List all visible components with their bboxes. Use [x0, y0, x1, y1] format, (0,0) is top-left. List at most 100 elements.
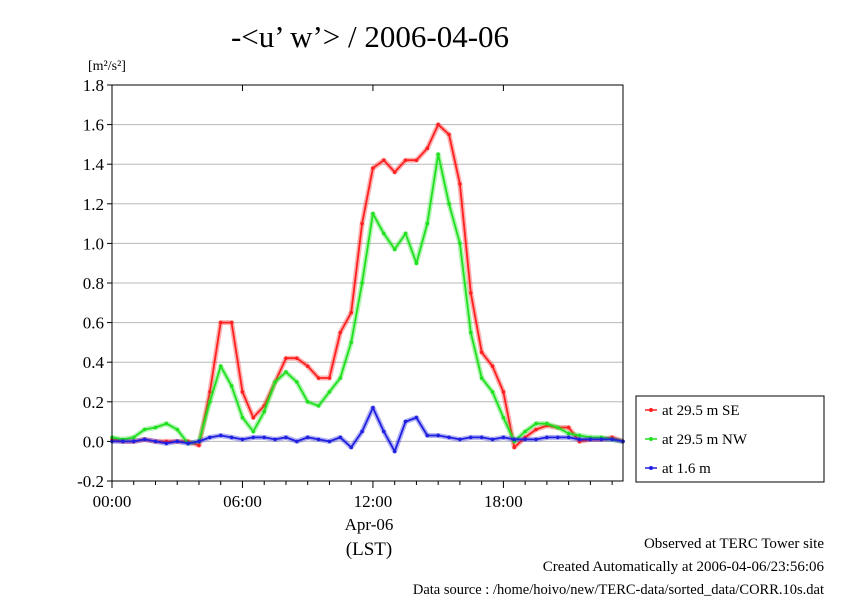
- data-point: [414, 158, 419, 163]
- data-point: [186, 441, 190, 446]
- data-point: [295, 439, 299, 444]
- data-point: [599, 437, 604, 442]
- legend: at 29.5 m SE at 29.5 m NW at 1.6 m: [635, 395, 825, 483]
- x-axis-sublabel: (LST): [346, 539, 392, 560]
- data-point: [501, 435, 506, 440]
- data-point: [458, 241, 462, 246]
- data-point: [501, 390, 506, 394]
- footer-created: Created Automatically at 2006-04-06/23:5…: [542, 559, 824, 575]
- data-point: [577, 433, 582, 438]
- y-tick-label: -0.2: [77, 472, 104, 491]
- data-point: [534, 421, 538, 426]
- data-point: [382, 158, 386, 163]
- data-point: [523, 437, 527, 442]
- data-point: [284, 356, 288, 361]
- y-tick-label: 0.0: [83, 432, 104, 451]
- y-tick-label: 1.0: [83, 234, 104, 253]
- data-point: [479, 376, 484, 380]
- y-tick-label: 1.6: [83, 116, 104, 135]
- data-point: [218, 364, 223, 368]
- data-point: [588, 437, 593, 442]
- data-point: [240, 390, 245, 394]
- data-point: [338, 330, 343, 335]
- data-point: [545, 421, 549, 426]
- data-point: [436, 122, 440, 127]
- data-point: [142, 437, 147, 442]
- data-point: [284, 370, 288, 374]
- data-point: [458, 182, 462, 186]
- data-point: [349, 310, 353, 315]
- data-point: [305, 400, 310, 404]
- data-point: [447, 435, 451, 440]
- data-point: [360, 221, 364, 226]
- data-point: [327, 376, 332, 380]
- data-point: [208, 435, 212, 440]
- data-point: [566, 431, 571, 436]
- data-point: [208, 390, 212, 394]
- data-point: [458, 437, 462, 442]
- data-point: [545, 435, 549, 440]
- data-point: [262, 409, 267, 414]
- data-point: [436, 433, 440, 438]
- data-point: [392, 170, 397, 174]
- data-point: [121, 439, 125, 444]
- y-tick-label: 1.4: [83, 155, 105, 174]
- x-axis-label: Apr-06: [345, 515, 394, 534]
- data-point: [208, 400, 212, 404]
- plot-frame: [111, 84, 624, 482]
- data-point: [316, 403, 321, 408]
- data-point: [229, 320, 234, 325]
- data-point: [425, 433, 430, 438]
- data-point: [403, 419, 408, 424]
- data-point: [447, 132, 451, 137]
- y-tick-label: 0.6: [83, 314, 104, 333]
- data-point: [251, 429, 256, 434]
- y-tick-label: 0.4: [83, 353, 105, 372]
- data-point: [327, 439, 332, 444]
- legend-frame: [635, 395, 825, 483]
- data-point: [512, 437, 517, 442]
- data-point: [371, 211, 375, 216]
- series-line: [112, 406, 624, 453]
- data-point: [490, 437, 495, 442]
- data-point: [392, 449, 397, 454]
- data-point: [360, 281, 364, 285]
- y-tick-label: 0.8: [83, 274, 104, 293]
- data-point: [534, 437, 538, 442]
- data-point: [142, 427, 147, 432]
- data-point: [175, 427, 180, 432]
- data-point: [392, 247, 397, 252]
- legend-label: at 29.5 m NW: [662, 432, 748, 448]
- data-point: [479, 350, 484, 355]
- data-point: [316, 437, 321, 442]
- data-point: [610, 437, 614, 442]
- data-point: [414, 261, 419, 266]
- data-point: [251, 415, 256, 420]
- data-point: [371, 405, 375, 410]
- data-point: [240, 415, 245, 420]
- data-point: [229, 384, 234, 388]
- data-point: [164, 441, 169, 446]
- data-point: [555, 425, 560, 430]
- y-tick-label: 1.2: [83, 195, 104, 214]
- x-tick-label: 12:00: [354, 492, 393, 511]
- data-point: [229, 435, 234, 440]
- chart-title: -<u’ w’> / 2006-04-06: [231, 19, 509, 54]
- data-point: [501, 415, 506, 420]
- x-axis-ticks: 00:00 06:00 12:00 18:00: [93, 85, 613, 511]
- data-point: [382, 231, 386, 236]
- data-point: [425, 146, 430, 151]
- data-point: [566, 435, 571, 440]
- data-point: [360, 429, 364, 434]
- data-point: [305, 435, 310, 440]
- data-point: [218, 320, 223, 325]
- data-point: [436, 152, 440, 157]
- data-point: [164, 421, 169, 426]
- data-point: [555, 435, 560, 440]
- footer-observed: Observed at TERC Tower site: [643, 536, 824, 552]
- data-point: [414, 415, 419, 420]
- data-point: [490, 364, 495, 368]
- y-axis-ticks: 1.8 1.6 1.4 1.2 1.0 0.8 0.6 0.4 0.2 0.0 -0.2: [77, 76, 112, 491]
- data-point: [131, 439, 136, 444]
- y-tick-label: 1.8: [83, 76, 104, 95]
